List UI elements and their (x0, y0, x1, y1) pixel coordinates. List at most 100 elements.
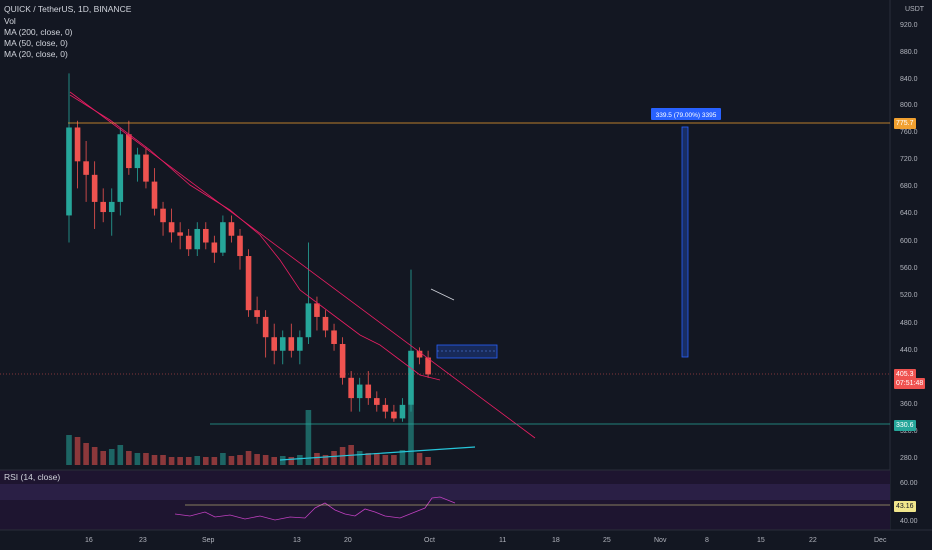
price-tick: 440.0 (900, 347, 918, 354)
price-tick: 640.0 (900, 210, 918, 217)
price-tick: 280.0 (900, 455, 918, 462)
candle-body (331, 330, 337, 344)
volume-bar (203, 457, 209, 465)
price-tick: 520.0 (900, 292, 918, 299)
volume-bar (288, 457, 295, 465)
candle-body (237, 235, 243, 257)
volume-bar (279, 456, 286, 465)
volume-bar (382, 455, 389, 465)
time-tick: 11 (499, 537, 507, 544)
candles (66, 73, 431, 422)
time-tick: 18 (552, 537, 560, 544)
candle-body (100, 201, 106, 213)
countdown-tag: 07:51:48 (894, 378, 926, 389)
volume-bar (305, 410, 312, 465)
candle-body (288, 337, 295, 351)
descending-trendline[interactable] (69, 91, 536, 439)
time-tick: 25 (603, 537, 611, 544)
price-tick: 320.0 (900, 428, 918, 435)
volume-bars (66, 405, 431, 465)
candle-body (416, 350, 423, 358)
candle-body (117, 134, 124, 202)
volume-bar (177, 457, 183, 465)
rsi-line (174, 496, 456, 521)
measure-label: 339.5 (79.00%) 3395 (656, 112, 717, 119)
volume-bar (408, 405, 414, 465)
volume-bar (271, 457, 277, 465)
volume-bar (100, 451, 106, 465)
volume-bar (365, 453, 372, 465)
price-tick: 720.0 (900, 156, 918, 163)
rsi-band (0, 484, 890, 500)
price-tick: 600.0 (900, 238, 918, 245)
candle-body (374, 398, 380, 405)
time-tick: 23 (139, 537, 147, 544)
volume-bar (91, 447, 98, 465)
volume-bar (83, 443, 89, 465)
target-box[interactable] (436, 344, 498, 359)
white-trendline[interactable] (430, 288, 455, 301)
candle-body (83, 161, 89, 175)
candle-body (194, 228, 201, 250)
volume-bar (356, 451, 363, 465)
current-price-tag: 405.3 (894, 369, 916, 380)
candle-body (339, 343, 346, 378)
price-tick: 680.0 (900, 183, 918, 190)
volume-bar (416, 453, 423, 465)
price-tick: 800.0 (900, 102, 918, 109)
volume-bar (245, 451, 252, 465)
volume-trendline[interactable] (279, 446, 476, 461)
candle-body (365, 384, 372, 399)
ma200-legend[interactable]: MA (200, close, 0) (4, 27, 73, 37)
candle-body (254, 310, 260, 317)
time-tick: Nov (654, 537, 667, 544)
candle-body (168, 222, 175, 233)
volume-bar (262, 455, 269, 465)
candle-body (220, 222, 226, 253)
volume-bar (297, 455, 303, 465)
candle-body (151, 181, 158, 209)
candle-body (74, 127, 81, 162)
volume-bar (143, 453, 149, 465)
volume-bar (391, 455, 397, 465)
price-range-measure[interactable] (681, 126, 689, 358)
volume-bar (168, 457, 175, 465)
candle-body (143, 154, 149, 182)
volume-bar (399, 450, 406, 465)
candle-body (66, 127, 72, 216)
candle-body (305, 303, 312, 338)
volume-bar (66, 435, 72, 465)
candle-body (177, 232, 183, 236)
candle-body (391, 411, 397, 419)
volume-bar (374, 453, 380, 465)
volume-bar (185, 457, 192, 465)
time-tick: 13 (293, 537, 301, 544)
candle-body (348, 377, 354, 399)
candle-body (203, 228, 209, 243)
candle-body (356, 384, 363, 399)
time-tick: Oct (424, 537, 435, 544)
volume-bar (322, 455, 329, 465)
candle-body (126, 134, 132, 169)
candle-body (382, 404, 389, 412)
ma50-legend[interactable]: MA (50, close, 0) (4, 38, 68, 48)
volume-bar (425, 457, 431, 465)
candle-body (279, 337, 286, 351)
volume-bar (160, 455, 166, 465)
vol-legend[interactable]: Vol (4, 16, 16, 26)
measure-label-box (651, 108, 721, 120)
rsi-value-tag: 43.16 (894, 501, 916, 512)
symbol-title[interactable]: QUICK / TetherUS, 1D, BINANCE (4, 4, 132, 14)
price-tick: 360.0 (900, 401, 918, 408)
candle-body (245, 256, 252, 311)
ma20-legend[interactable]: MA (20, close, 0) (4, 49, 68, 59)
rsi-legend[interactable]: RSI (14, close) (4, 472, 61, 482)
time-tick: 16 (85, 537, 93, 544)
time-tick: 8 (705, 537, 709, 544)
time-tick: 15 (757, 537, 765, 544)
price-tick: 880.0 (900, 49, 918, 56)
support-tag: 330.6 (894, 420, 916, 431)
volume-bar (220, 453, 226, 465)
time-tick: Sep (202, 537, 215, 544)
